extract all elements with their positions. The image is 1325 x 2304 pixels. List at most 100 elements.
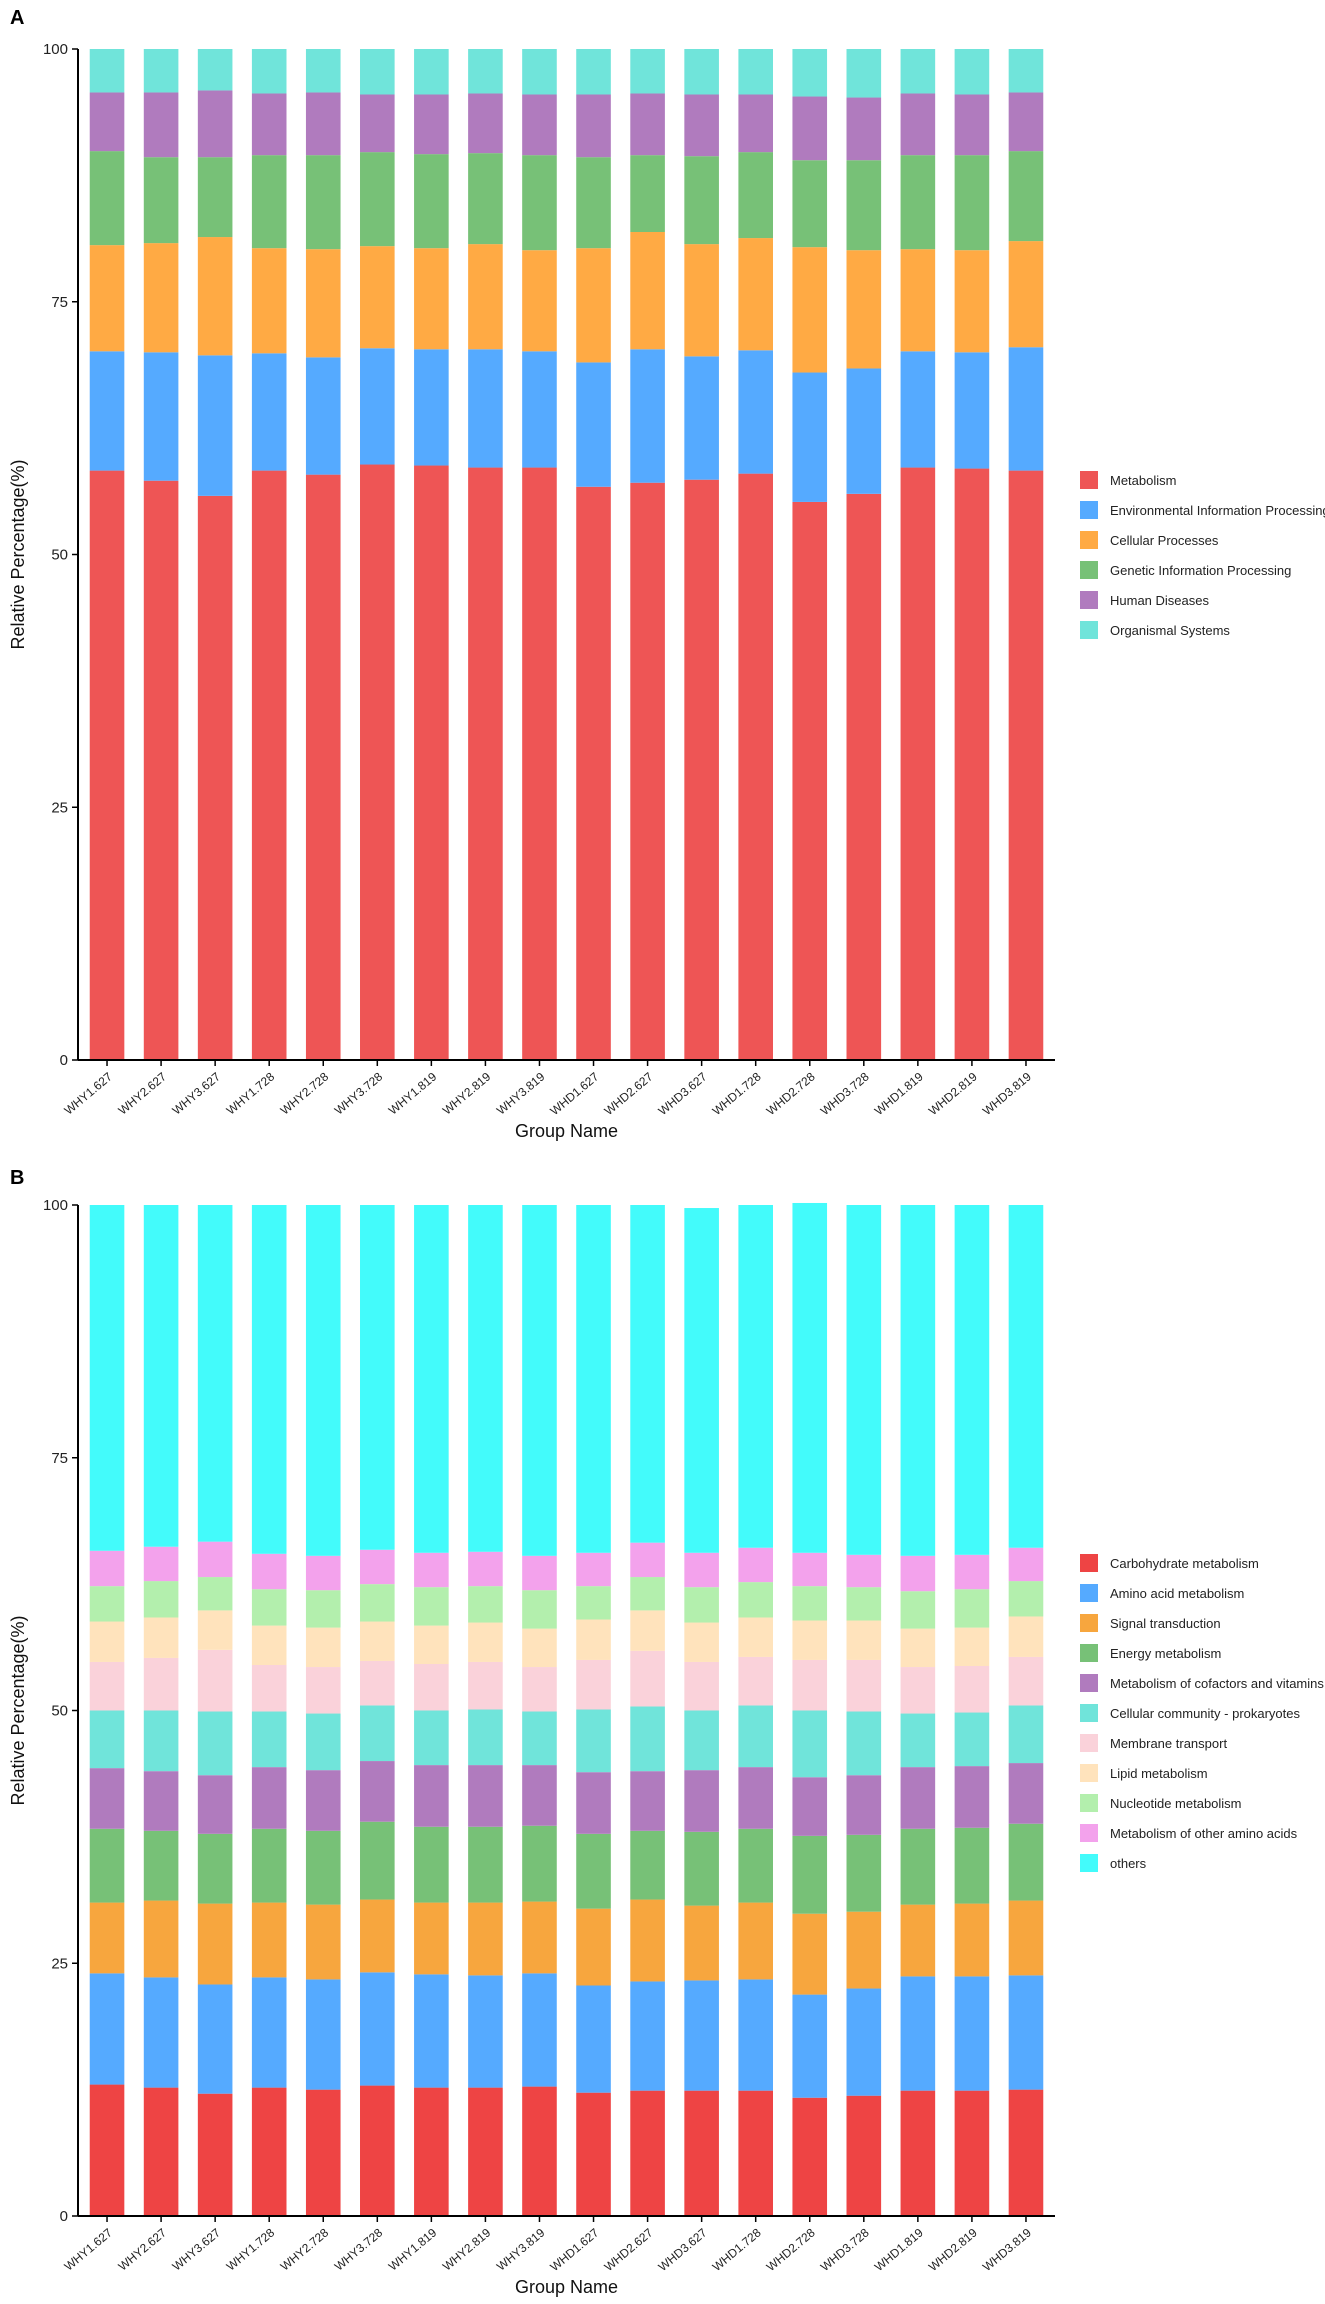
x-tick-label: WHD1.728 xyxy=(710,1069,764,1118)
bar-segment xyxy=(630,482,665,1061)
x-tick-label: WHD3.819 xyxy=(980,1069,1034,1118)
legend-swatch xyxy=(1080,1734,1098,1752)
bar-segment xyxy=(522,155,557,251)
bar-segment xyxy=(738,1617,773,1657)
bar-segment xyxy=(197,49,233,91)
x-tick-label: WHY1.728 xyxy=(224,1069,278,1117)
bar-segment xyxy=(630,1771,665,1831)
bar-segment xyxy=(414,2087,449,2216)
bar-segment xyxy=(468,1902,503,1976)
bar-segment xyxy=(684,2090,719,2216)
bar-segment xyxy=(738,1582,773,1618)
bar-segment xyxy=(738,1979,773,2091)
bar-segment xyxy=(251,1711,287,1768)
bar-segment xyxy=(468,49,503,94)
bar-segment xyxy=(684,1710,719,1771)
legend-label: Cellular community - prokaryotes xyxy=(1110,1706,1301,1721)
bar-segment xyxy=(197,1903,233,1985)
legend-label: Metabolism of cofactors and vitamins xyxy=(1110,1676,1324,1691)
bar-segment xyxy=(89,151,125,246)
bar-segment xyxy=(792,1835,828,1914)
bar-segment xyxy=(143,1900,179,1978)
legend-label: Organismal Systems xyxy=(1110,623,1230,638)
bar-segment xyxy=(89,1621,125,1662)
bar-segment xyxy=(360,1972,395,2086)
bar-segment xyxy=(846,250,882,369)
bar-segment xyxy=(846,1988,882,2096)
bar-segment xyxy=(143,1546,179,1582)
bar-segment xyxy=(630,1981,665,2091)
x-tick-label: WHD1.627 xyxy=(547,2225,601,2274)
bar-segment xyxy=(576,1908,611,1986)
legend-label: Environmental Information Processing xyxy=(1110,503,1325,518)
bar-segment xyxy=(251,155,287,249)
bar-segment xyxy=(576,1619,611,1660)
bar-segment xyxy=(89,49,125,93)
bar-segment xyxy=(468,1622,503,1662)
x-tick-label: WHY2.819 xyxy=(440,1069,494,1117)
legend-label: Human Diseases xyxy=(1110,593,1209,608)
bar-segment xyxy=(197,1984,233,2094)
x-tick-label: WHD1.819 xyxy=(872,2225,926,2274)
legend-swatch xyxy=(1080,1794,1098,1812)
bar-segment xyxy=(900,467,936,1060)
bar-segment xyxy=(846,49,882,98)
legend-label: Signal transduction xyxy=(1110,1616,1221,1631)
bar-segment xyxy=(738,2090,773,2216)
bar-segment xyxy=(305,357,341,475)
legend-swatch xyxy=(1080,1764,1098,1782)
legend: Carbohydrate metabolism Amino acid metabo… xyxy=(1080,1554,1324,1872)
bar-segment xyxy=(468,1765,503,1827)
bar-segment xyxy=(305,1904,341,1980)
bar-segment xyxy=(143,1205,179,1547)
bar-segment xyxy=(792,49,828,97)
bar-segment xyxy=(414,1663,449,1711)
bar-segment xyxy=(684,1980,719,2091)
bar-segment xyxy=(792,160,828,248)
legend-swatch xyxy=(1080,531,1098,549)
bar-segment xyxy=(468,93,503,154)
bar-segment xyxy=(1008,1616,1044,1657)
bar-segment xyxy=(954,250,990,353)
bar-segment xyxy=(197,355,233,496)
bar-segment xyxy=(1008,1547,1044,1582)
bar-segment xyxy=(414,1902,449,1975)
bar-segment xyxy=(197,1775,233,1834)
bar-segment xyxy=(251,1767,287,1829)
y-tick-label: 25 xyxy=(51,799,68,816)
bar-segment xyxy=(954,1827,990,1904)
bar-segment xyxy=(954,1205,990,1555)
bar-segment xyxy=(684,94,719,157)
bar-segment xyxy=(360,2085,395,2216)
bar-segment xyxy=(630,349,665,483)
legend-swatch xyxy=(1080,1614,1098,1632)
panel-letter: A xyxy=(10,7,24,29)
x-axis-title: Group Name xyxy=(515,2277,618,2297)
bar-segment xyxy=(360,1821,395,1900)
bar-segment xyxy=(1008,151,1044,242)
bar-segment xyxy=(251,1553,287,1590)
x-tick-label: WHD1.728 xyxy=(710,2225,764,2274)
bar-segment xyxy=(684,49,719,95)
bar-segment xyxy=(360,1584,395,1622)
x-tick-label: WHD3.627 xyxy=(656,2225,710,2274)
bar-segment xyxy=(143,1657,179,1711)
legend-label: others xyxy=(1110,1856,1147,1871)
bar-segment xyxy=(522,1555,557,1591)
bar-segment xyxy=(684,356,719,480)
bar-segment xyxy=(954,155,990,251)
x-tick-label: WHD3.627 xyxy=(656,1069,710,1118)
bar-segment xyxy=(1008,1205,1044,1548)
bar-segment xyxy=(1008,1581,1044,1617)
bar-segment xyxy=(468,1551,503,1587)
x-tick-label: WHY3.728 xyxy=(332,1069,386,1117)
bar-segment xyxy=(900,351,936,468)
bar-segment xyxy=(792,1994,828,2098)
bar-segment xyxy=(143,1771,179,1831)
bar-segment xyxy=(738,1656,773,1706)
bar-segment xyxy=(576,1985,611,2093)
bar-segment xyxy=(143,1977,179,2088)
bar-segment xyxy=(522,2086,557,2216)
y-tick-label: 50 xyxy=(51,547,68,564)
bar-segment xyxy=(89,1973,125,2085)
